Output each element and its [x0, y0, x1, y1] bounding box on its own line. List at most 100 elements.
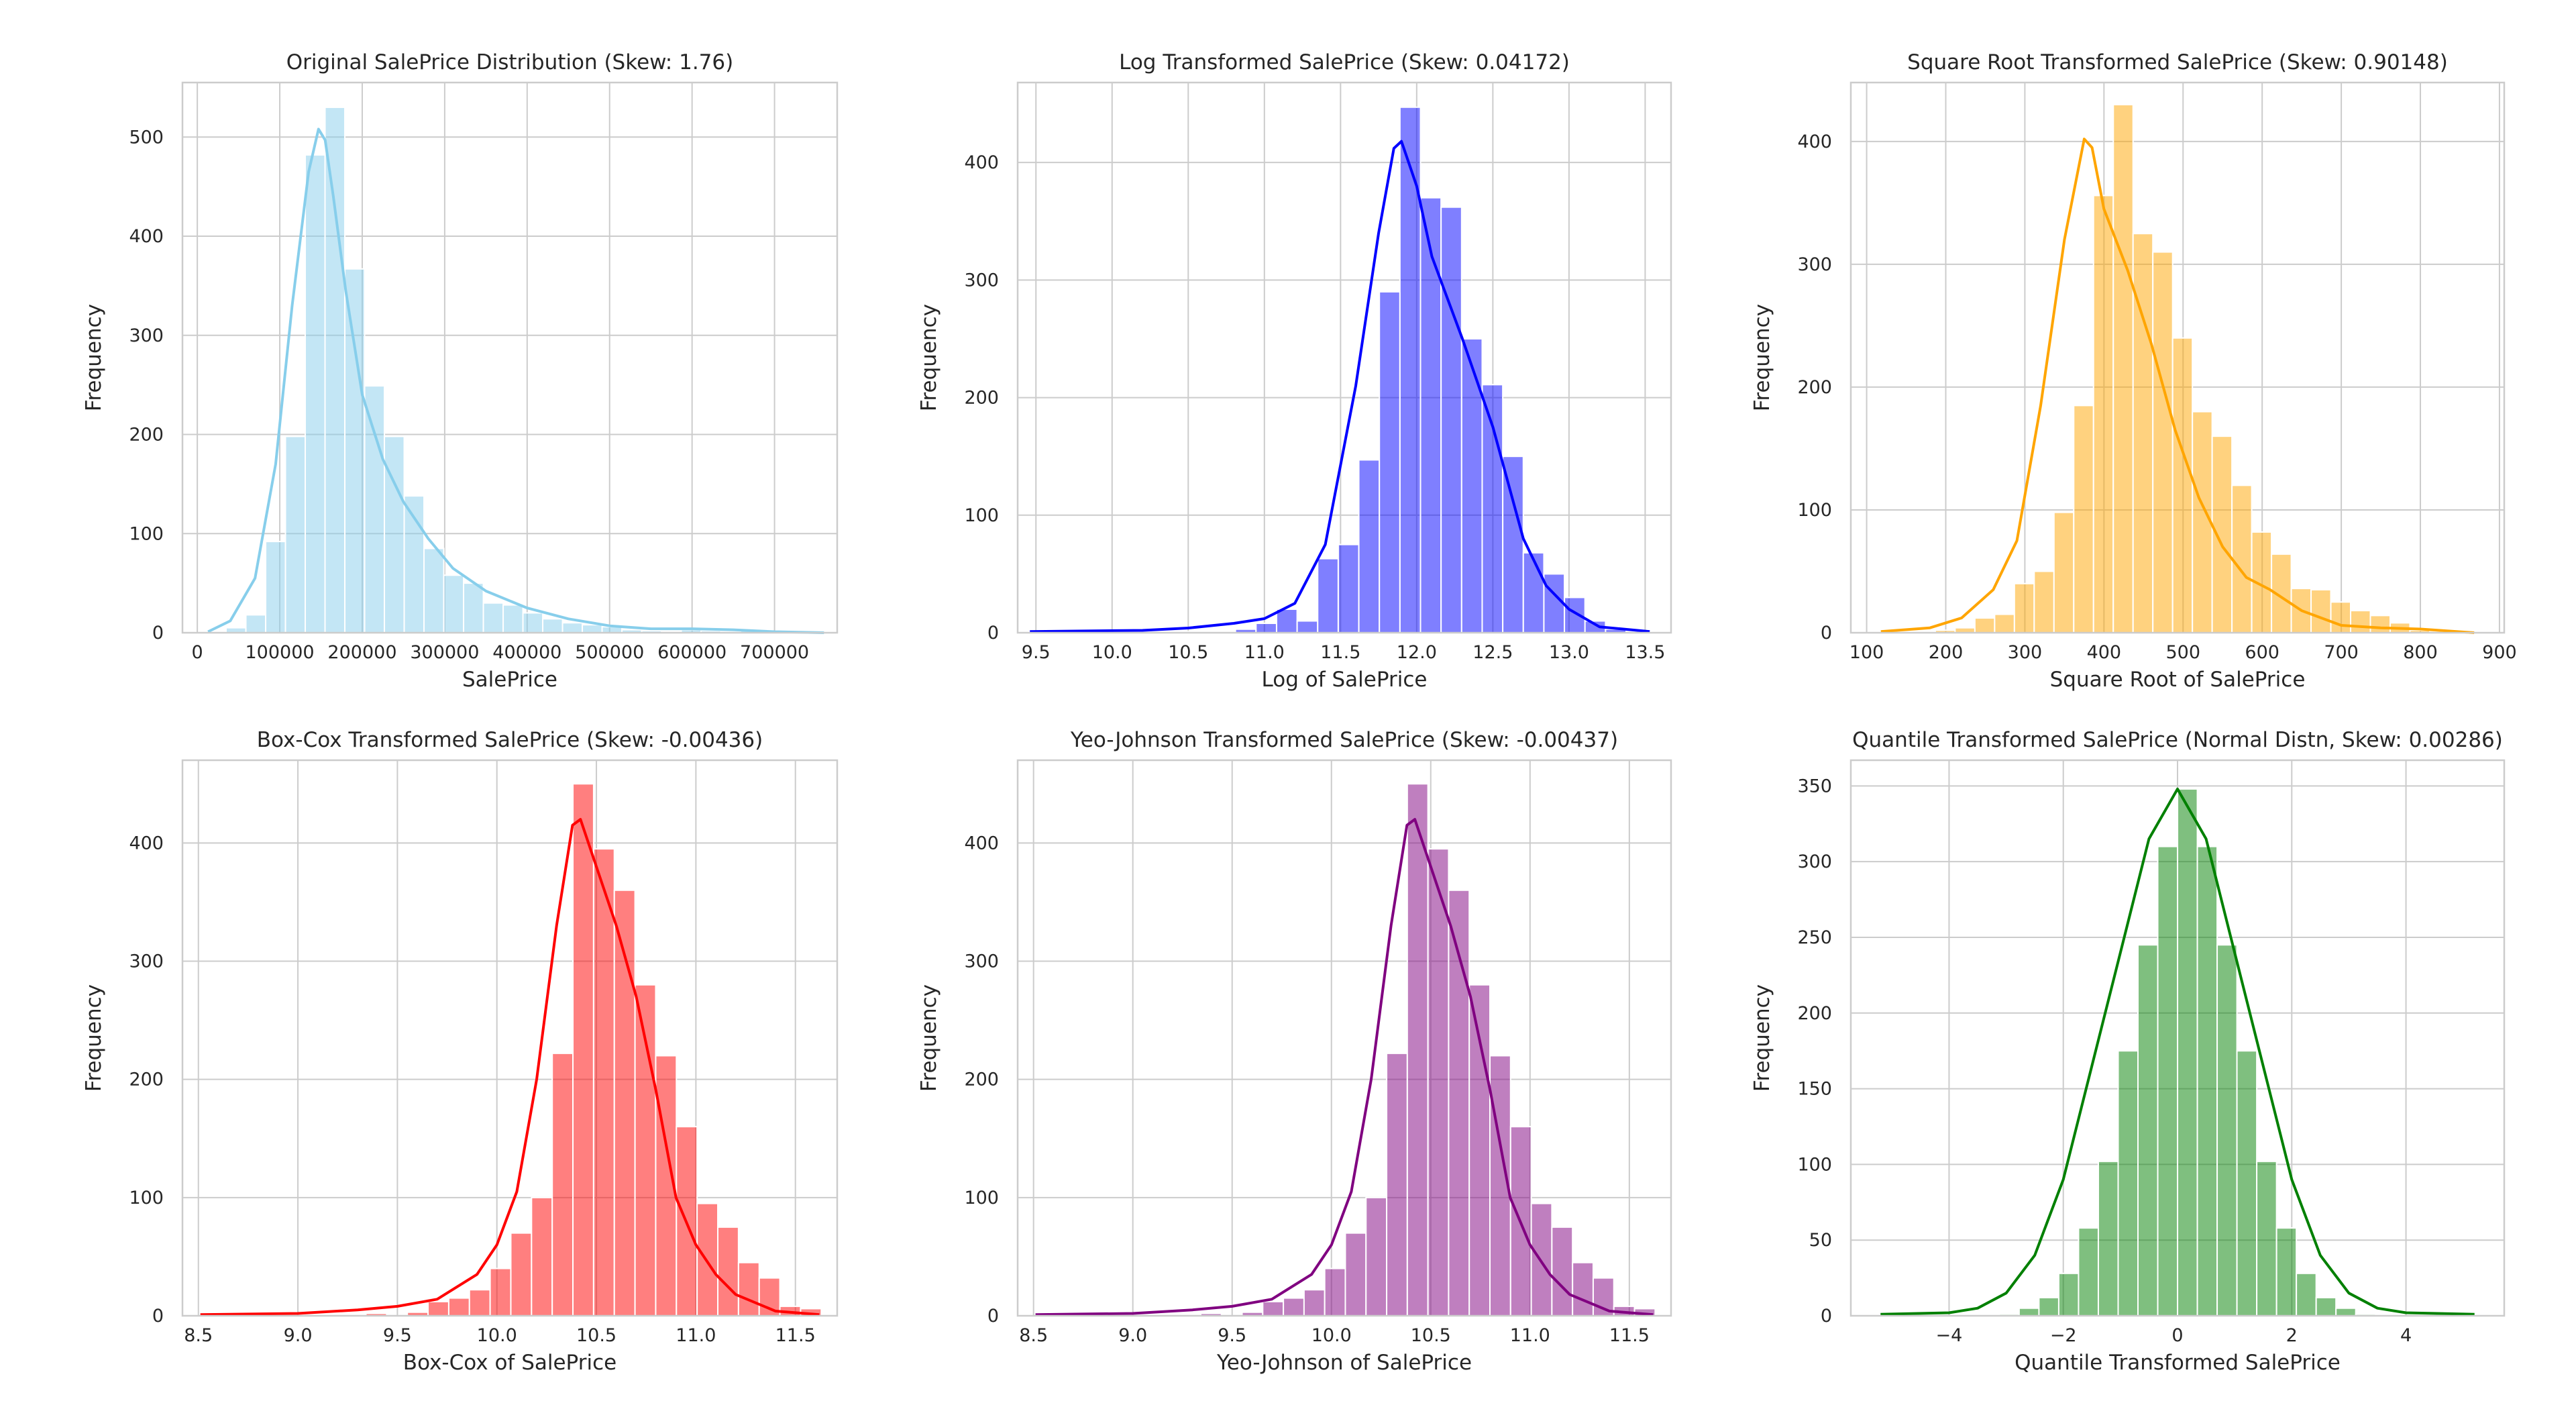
y-tick-label: 100: [964, 1188, 999, 1208]
histogram-bar: [1551, 1226, 1574, 1316]
histogram-bar: [1283, 1297, 1305, 1316]
y-tick-label: 300: [964, 270, 999, 291]
kde-curve: [200, 818, 820, 1316]
y-tick-label: 100: [1797, 500, 1832, 521]
histogram-bar: [522, 612, 544, 633]
x-tick-label: 9.0: [284, 1325, 313, 1346]
histogram-bar: [2192, 411, 2213, 633]
x-tick-label: −2: [2050, 1325, 2077, 1346]
y-tick-label: 0: [1821, 623, 1832, 643]
chart-title: Log Transformed SalePrice (Skew: 0.04172…: [1119, 50, 1570, 74]
histogram-bar: [2350, 610, 2371, 634]
histogram-bar: [717, 1226, 739, 1316]
chart-title: Yeo-Johnson Transformed SalePrice (Skew:…: [1070, 728, 1618, 752]
histogram-bar: [2508, 631, 2530, 633]
y-tick-label: 350: [1797, 776, 1832, 796]
x-tick-label: 0: [192, 642, 203, 663]
kde-curve: [1030, 140, 1650, 633]
x-tick-label: 200000: [327, 642, 396, 663]
chart-title: Quantile Transformed SalePrice (Normal D…: [1852, 728, 2503, 752]
y-tick-label: 200: [964, 1070, 999, 1090]
y-tick-label: 0: [987, 623, 999, 643]
x-tick-label: 10.5: [1411, 1325, 1451, 1346]
y-axis-label: Frequency: [1750, 984, 1774, 1092]
histogram-bar: [1419, 197, 1442, 633]
histogram-bar: [1317, 558, 1339, 633]
y-axis-label: Frequency: [917, 984, 941, 1092]
y-tick-label: 100: [964, 505, 999, 526]
histogram-bar: [2157, 845, 2179, 1317]
histogram-bar: [2171, 337, 2194, 633]
x-tick-label: 11.5: [1320, 642, 1360, 663]
x-tick-label: 12.5: [1472, 642, 1513, 663]
y-tick-label: 300: [129, 951, 164, 972]
histogram-bar: [1448, 889, 1470, 1316]
x-tick-label: 8.5: [184, 1325, 213, 1346]
histogram-bar: [2018, 1307, 2040, 1317]
histogram-bar: [1365, 1196, 1388, 1317]
histogram-bar: [489, 1267, 512, 1316]
histogram-bar: [1255, 622, 1277, 634]
x-tick-label: 12.0: [1397, 642, 1437, 663]
x-tick-label: 800: [2403, 642, 2438, 663]
x-axis-label: Square Root of SalePrice: [2050, 668, 2306, 692]
x-tick-label: 8.5: [1019, 1325, 1048, 1346]
y-tick-label: 0: [152, 1306, 164, 1327]
histogram-bar: [1337, 543, 1360, 633]
histogram-bar: [265, 541, 286, 634]
histogram-bar: [2078, 1227, 2099, 1316]
histogram-bar: [2117, 1050, 2139, 1316]
x-tick-label: 10.5: [1168, 642, 1208, 663]
x-tick-label: 400: [2087, 642, 2122, 663]
kde-curve: [207, 127, 824, 634]
histogram-bar: [1324, 1267, 1346, 1316]
subplot-3: 100 200 300 400 500 600 700 800 900 0 100 200 300 400…: [1750, 50, 2530, 692]
histogram-bar: [1262, 1300, 1285, 1317]
y-tick-label: 300: [129, 325, 164, 346]
histogram-bar: [2256, 1160, 2277, 1316]
histogram-bar: [2152, 251, 2174, 633]
x-tick-label: 11.5: [775, 1325, 816, 1346]
x-tick-label: 11.0: [1510, 1325, 1550, 1346]
kde-curve: [1880, 787, 2475, 1316]
y-tick-label: 300: [1797, 851, 1832, 872]
x-tick-label: 11.5: [1609, 1325, 1650, 1346]
histogram-bar: [2073, 405, 2094, 633]
x-tick-label: 600: [2245, 642, 2279, 663]
histogram-bar: [2097, 1160, 2119, 1316]
histogram-bar: [551, 1052, 574, 1316]
subplot-6: −4 −2 0 2 4 0 50 100 150 200 250 300 350 Quantile Tra…: [1750, 728, 2506, 1375]
histogram-bar: [737, 1261, 760, 1316]
subplot-5: 8.5 9.0 9.5 10.0 10.5 11.0 11.5 0 100 200 300 400 Ye…: [917, 728, 1672, 1375]
histogram-bar: [324, 106, 346, 633]
histogram-bar: [2296, 1272, 2317, 1317]
y-axis-label: Frequency: [917, 304, 941, 411]
histogram-bar: [2038, 1296, 2059, 1316]
y-tick-label: 200: [129, 1070, 164, 1090]
y-tick-label: 400: [1797, 132, 1832, 152]
histogram-bar: [2216, 944, 2238, 1316]
histogram-bar: [305, 154, 326, 634]
subplot-4: 8.5 9.0 9.5 10.0 10.5 11.0 11.5 0 100 200 300 400 Bo…: [82, 728, 839, 1375]
histogram-bar: [613, 889, 636, 1316]
x-tick-label: 10.5: [576, 1325, 616, 1346]
x-tick-label: 11.0: [1244, 642, 1285, 663]
x-tick-label: 0: [2171, 1325, 2183, 1346]
histogram-bar: [2033, 570, 2055, 633]
histogram-bar: [510, 1232, 533, 1317]
plot-frame: [181, 81, 839, 634]
x-tick-label: 700: [2324, 642, 2359, 663]
histogram-bar: [427, 1300, 449, 1317]
histogram-bar: [1572, 1261, 1594, 1316]
y-tick-label: 300: [964, 951, 999, 972]
histogram-bar: [1386, 1052, 1408, 1316]
histogram-bar: [1303, 1289, 1326, 1316]
histogram-bar: [1296, 620, 1319, 634]
histogram-bar: [443, 574, 465, 634]
histogram-bar: [582, 624, 603, 633]
y-tick-label: 200: [129, 425, 164, 446]
x-axis-label: Log of SalePrice: [1262, 668, 1428, 692]
histogram-bar: [2310, 588, 2332, 633]
y-axis-label: Frequency: [82, 304, 106, 411]
